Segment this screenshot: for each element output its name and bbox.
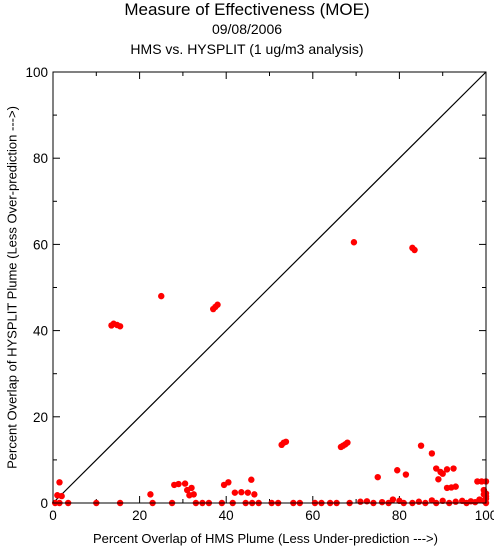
data-point: [58, 492, 65, 500]
data-point: [116, 323, 124, 330]
x-tick-label: 100: [475, 508, 494, 523]
data-point: [374, 473, 381, 481]
y-tick-label: 20: [33, 410, 48, 425]
data-point: [402, 471, 410, 478]
x-tick-label: 40: [219, 508, 234, 523]
data-point: [248, 476, 255, 483]
data-point: [158, 292, 165, 300]
data-point: [428, 450, 436, 457]
data-point: [378, 498, 386, 506]
chart-date: 09/08/2006: [211, 21, 283, 37]
data-point: [188, 484, 195, 492]
data-point: [238, 489, 245, 496]
data-point: [439, 497, 446, 505]
data-point: [389, 496, 397, 503]
data-point: [244, 489, 252, 496]
data-point: [415, 498, 423, 505]
data-point: [231, 489, 239, 496]
data-point: [435, 476, 442, 483]
data-point: [443, 466, 451, 473]
chart-subtitle: HMS vs. HYSPLIT (1 ug/m3 analysis): [130, 41, 364, 57]
data-point: [56, 479, 63, 486]
data-point: [190, 491, 197, 498]
y-tick-label: 80: [33, 151, 48, 166]
y-tick-label: 100: [25, 65, 48, 80]
data-point: [357, 498, 364, 505]
chart-title: Measure of Effectiveness (MOE): [124, 0, 370, 19]
x-tick-label: 20: [132, 508, 147, 523]
data-point: [175, 480, 182, 488]
y-tick-label: 40: [33, 324, 48, 339]
y-tick-label: 0: [40, 496, 48, 511]
data-point: [417, 442, 425, 449]
data-point: [433, 465, 440, 472]
data-point: [439, 470, 446, 477]
data-points: [51, 239, 490, 507]
data-point: [251, 491, 258, 498]
data-point: [344, 439, 351, 446]
one-to-one-reference-line: [52, 71, 487, 504]
data-point: [181, 480, 189, 487]
data-point: [394, 467, 401, 474]
x-tick-label: 80: [392, 508, 407, 523]
data-point: [147, 491, 154, 498]
plot-frame: [52, 71, 487, 504]
y-tick-label: 60: [33, 237, 48, 252]
data-point: [282, 438, 290, 445]
data-point: [411, 246, 418, 254]
data-point: [452, 483, 459, 490]
data-point: [225, 479, 232, 486]
x-axis-label: Percent Overlap of HMS Plume (Less Under…: [93, 531, 438, 546]
data-point: [214, 301, 221, 308]
x-tick-label: 0: [49, 508, 57, 523]
y-axis-label: Percent Overlap of HYSPLIT Plume (Less O…: [4, 106, 19, 469]
data-point: [350, 239, 358, 246]
data-point: [450, 465, 457, 472]
data-point: [452, 498, 459, 505]
tick-labels: 0 20 40 60 80 100 0 20 40 60 80 100: [25, 65, 494, 523]
x-tick-label: 60: [305, 508, 320, 523]
data-point: [363, 498, 371, 505]
